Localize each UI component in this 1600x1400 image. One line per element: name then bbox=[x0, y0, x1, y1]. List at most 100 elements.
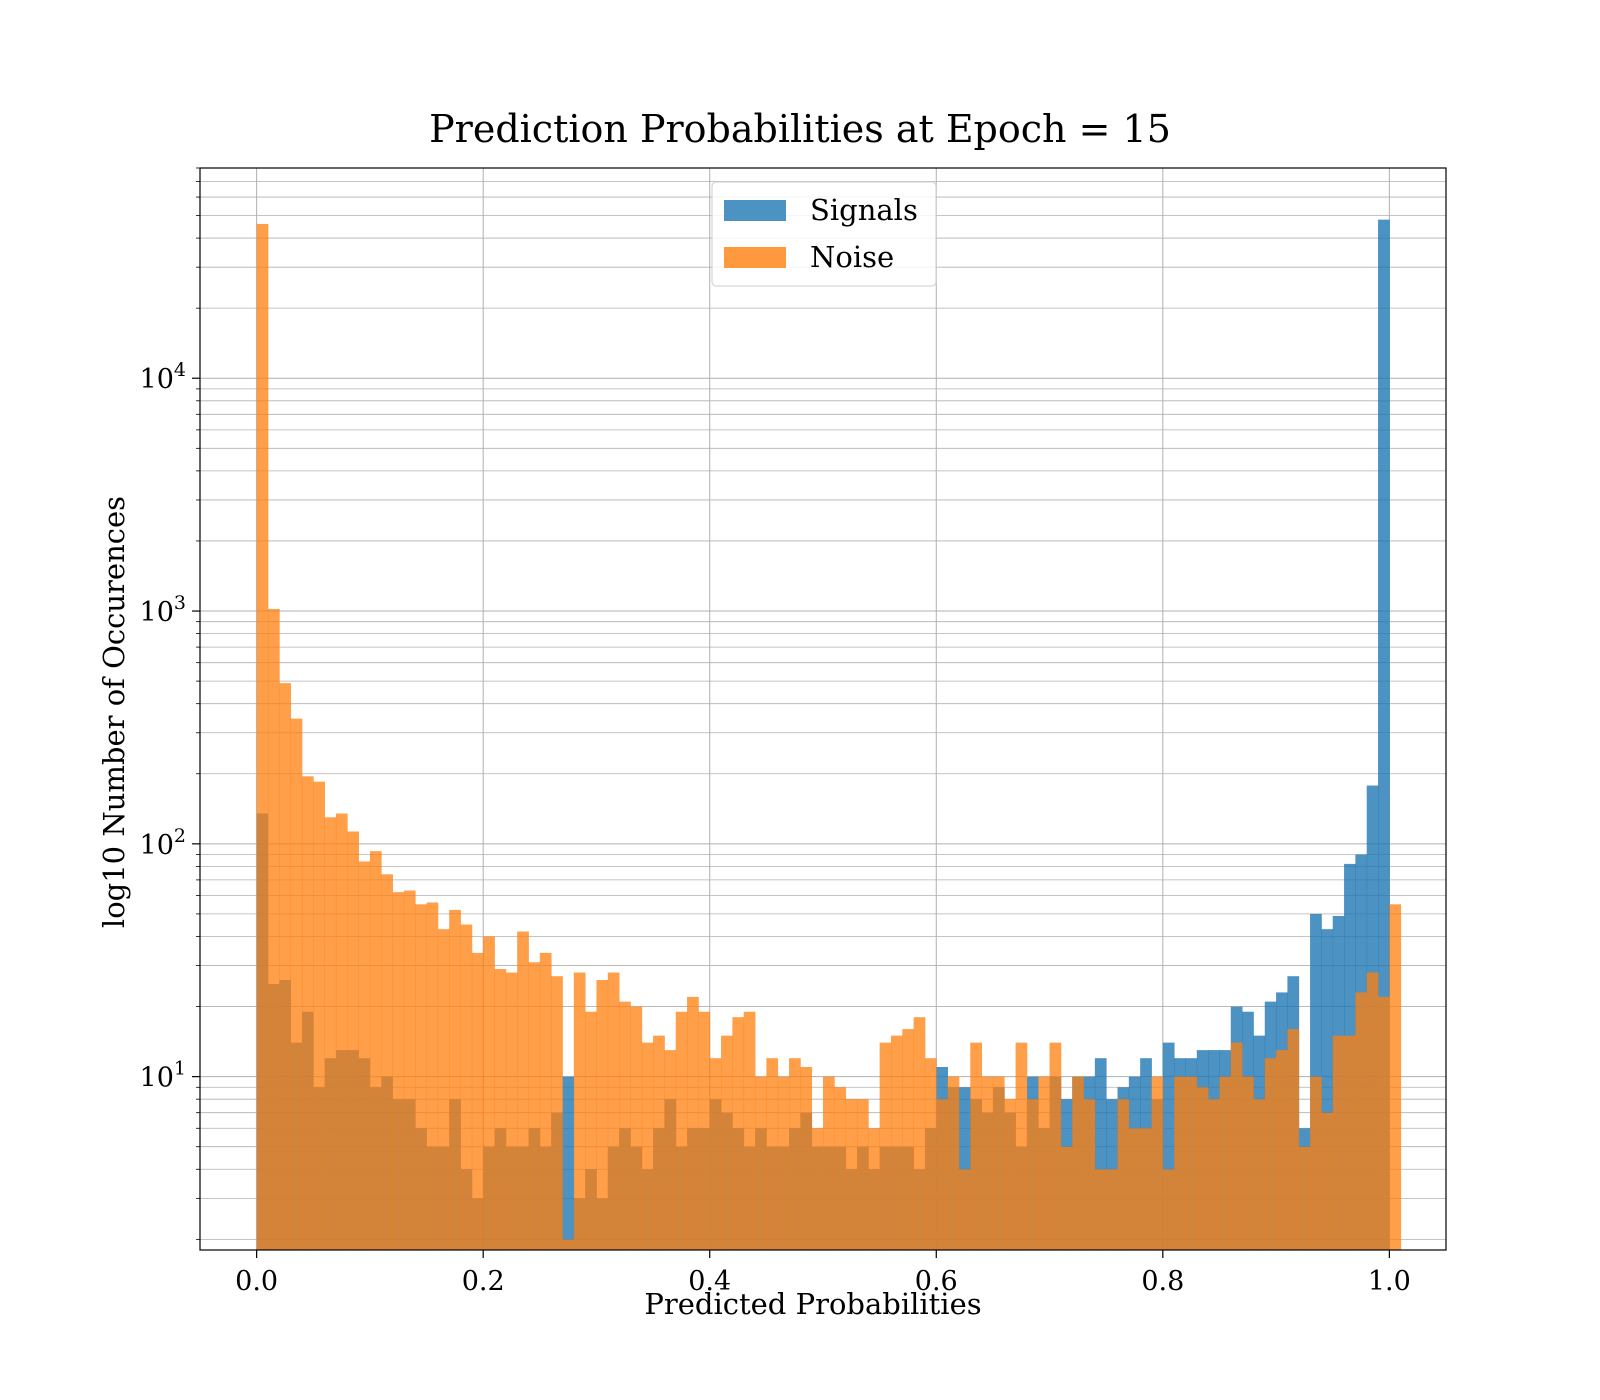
histogram-bar bbox=[890, 1035, 903, 1250]
histogram-bar bbox=[426, 902, 439, 1250]
histogram-bar bbox=[313, 781, 325, 1250]
histogram-bar bbox=[573, 972, 586, 1250]
histogram-bar bbox=[585, 1011, 597, 1250]
histogram-bar bbox=[301, 776, 314, 1250]
histogram-bar bbox=[539, 952, 552, 1250]
histogram-bar bbox=[1117, 1099, 1130, 1250]
histogram-bar bbox=[947, 1076, 960, 1250]
histogram-bar bbox=[267, 609, 280, 1250]
histogram-bar bbox=[1287, 1029, 1300, 1250]
histogram-bar bbox=[664, 1050, 677, 1250]
axis-ticks: 0.0 0.2 0.4 0.6 0.8 1.0 101 102 103 104 bbox=[140, 167, 1411, 1297]
histogram-bar bbox=[1038, 1076, 1050, 1250]
bars bbox=[256, 219, 1402, 1251]
histogram-bar bbox=[471, 952, 484, 1250]
histogram-bar bbox=[1004, 1099, 1016, 1250]
histogram-bar bbox=[630, 1006, 643, 1250]
x-tick-label: 0.6 bbox=[915, 1266, 958, 1297]
histogram-bar bbox=[834, 1087, 847, 1250]
histogram-bar bbox=[1298, 1146, 1311, 1250]
histogram-bar bbox=[607, 972, 620, 1250]
histogram-bar bbox=[279, 683, 292, 1250]
histogram-bar bbox=[1174, 1076, 1186, 1250]
histogram-bar bbox=[562, 1076, 575, 1250]
histogram-bar bbox=[1344, 1035, 1356, 1250]
plot-area-frame bbox=[199, 167, 1447, 1251]
histogram-bar bbox=[1378, 219, 1390, 1251]
histogram-bar bbox=[551, 976, 563, 1250]
histogram-bar bbox=[505, 972, 518, 1250]
histogram-bar bbox=[1049, 1042, 1062, 1250]
histogram-bar bbox=[958, 1169, 971, 1250]
histogram-bar bbox=[970, 1042, 982, 1250]
y-tick-label: 103 bbox=[140, 592, 186, 628]
histogram-bar bbox=[641, 1042, 654, 1250]
histogram-bar bbox=[992, 1076, 1005, 1250]
histogram-bar bbox=[1162, 1169, 1175, 1250]
histogram-bar bbox=[449, 909, 461, 1250]
histogram-bar bbox=[392, 892, 405, 1250]
histogram-bar bbox=[1264, 1058, 1277, 1250]
histogram-bar bbox=[924, 1058, 937, 1250]
legend-swatch-noise bbox=[724, 247, 786, 268]
histogram-bar bbox=[494, 968, 507, 1250]
histogram-bar bbox=[1106, 1169, 1118, 1250]
histogram-bar bbox=[1094, 1058, 1107, 1250]
legend: Signals Noise bbox=[711, 181, 937, 287]
histogram-bar bbox=[528, 962, 541, 1250]
histogram-bar bbox=[1151, 1076, 1164, 1250]
histogram-bar bbox=[517, 931, 529, 1250]
histogram-bar bbox=[1094, 1169, 1107, 1250]
y-tick-label: 102 bbox=[140, 825, 186, 861]
y-axis-label: log10 Number of Occurences bbox=[97, 496, 131, 928]
histogram-bar bbox=[1083, 1099, 1096, 1250]
histogram-bar bbox=[743, 1011, 756, 1250]
x-tick-label: 1.0 bbox=[1368, 1266, 1411, 1297]
histogram-bar bbox=[1140, 1128, 1152, 1250]
histogram-bar bbox=[1208, 1099, 1220, 1250]
histogram-bar bbox=[936, 1099, 948, 1250]
histogram-bar bbox=[653, 1035, 665, 1250]
histogram-bar bbox=[1026, 1099, 1039, 1250]
histogram-bar bbox=[721, 1035, 733, 1250]
y-tick-label: 101 bbox=[140, 1058, 186, 1094]
chart-title: Prediction Probabilities at Epoch = 15 bbox=[429, 107, 1171, 151]
histogram-bar bbox=[1230, 1042, 1243, 1250]
histogram-bar bbox=[1276, 1050, 1288, 1250]
histogram-bar bbox=[1321, 1112, 1334, 1250]
histogram-bar bbox=[1378, 996, 1390, 1250]
histogram-bar bbox=[698, 1011, 711, 1250]
histogram-bar bbox=[789, 1058, 801, 1250]
x-tick-label: 0.8 bbox=[1141, 1266, 1184, 1297]
histogram-bar bbox=[347, 831, 359, 1250]
histogram-bar bbox=[913, 1017, 926, 1250]
histogram-bar bbox=[845, 1099, 858, 1250]
histogram-bar bbox=[777, 1076, 790, 1250]
histogram-bar bbox=[562, 1239, 575, 1250]
x-tick-label: 0.2 bbox=[462, 1266, 505, 1297]
x-tick-label: 0.0 bbox=[235, 1266, 278, 1297]
histogram-bar bbox=[687, 996, 699, 1250]
histogram-bar bbox=[868, 1128, 881, 1250]
histogram-bar bbox=[1162, 1042, 1175, 1250]
histogram-bar bbox=[958, 1087, 971, 1250]
histogram-bar bbox=[1128, 1128, 1141, 1250]
histogram-bar bbox=[596, 980, 609, 1250]
histogram-bar bbox=[1389, 904, 1402, 1250]
histogram-bar bbox=[1072, 1076, 1084, 1250]
histogram-bar bbox=[335, 813, 348, 1250]
histogram-bar bbox=[709, 1058, 722, 1250]
histogram-bar bbox=[766, 1058, 779, 1250]
histogram-bar bbox=[1332, 1035, 1345, 1250]
x-tick-label: 0.4 bbox=[688, 1266, 731, 1297]
histogram-bar bbox=[1185, 1076, 1198, 1250]
histogram-bar bbox=[1196, 1087, 1209, 1250]
histogram-bar bbox=[811, 1128, 824, 1250]
histogram-bar bbox=[324, 817, 337, 1250]
histogram-bar bbox=[732, 1017, 745, 1250]
histogram-bar bbox=[675, 1011, 688, 1250]
histogram-bar bbox=[879, 1042, 892, 1250]
legend-label-signals: Signals bbox=[810, 193, 918, 227]
histogram-bar bbox=[415, 904, 427, 1250]
